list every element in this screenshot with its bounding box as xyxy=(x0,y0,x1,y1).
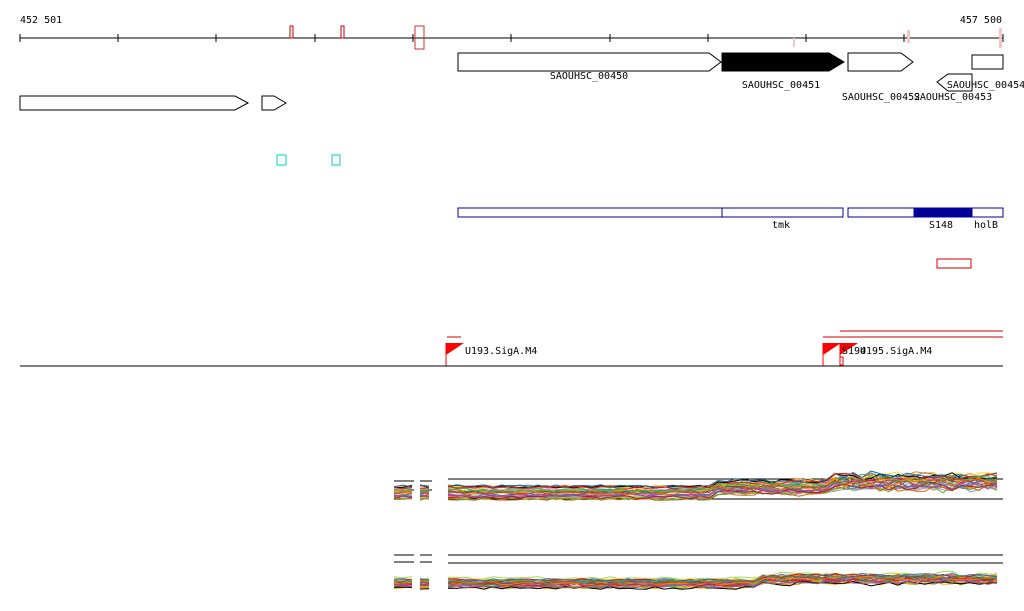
promoter-marker xyxy=(839,356,844,366)
ruler-marker[interactable] xyxy=(340,25,345,39)
expression-profiles-bottom xyxy=(393,570,998,590)
expression-profile-line xyxy=(393,581,413,585)
gene-label-SAOUHSC_00450: SAOUHSC_00450 xyxy=(550,71,628,82)
gene-arrow-SAOUHSC_00450[interactable] xyxy=(457,52,722,72)
promoter-label-S194: S194 xyxy=(842,346,866,357)
expression-profile-line xyxy=(393,581,413,585)
expression-profile-line xyxy=(393,492,413,495)
expression-profile-line xyxy=(447,472,998,489)
feature-label-tmk: tmk xyxy=(772,220,790,231)
expression-profile-line xyxy=(419,497,430,500)
red-region-marker[interactable] xyxy=(936,258,972,269)
promoter-flag xyxy=(840,343,858,355)
expression-profile-line xyxy=(393,491,413,494)
gene-arrow-left-1[interactable] xyxy=(19,95,250,111)
promoter-flag xyxy=(446,343,464,355)
expression-profile-line xyxy=(447,480,998,498)
expression-profile-line xyxy=(447,580,998,590)
ruler-ticks xyxy=(19,34,1004,42)
expression-profile-line xyxy=(419,578,430,581)
ruler-marker xyxy=(907,30,910,43)
feature-bar-tmk[interactable] xyxy=(721,207,844,218)
promoter-flag xyxy=(823,343,841,355)
expression-profile-line xyxy=(447,470,998,489)
cyan-marker[interactable] xyxy=(276,154,287,166)
expression-profile-line xyxy=(419,489,430,491)
expression-profile-line xyxy=(393,584,413,588)
ruler-marker xyxy=(999,28,1002,48)
ruler-marker[interactable] xyxy=(414,25,425,50)
promoter-label-U195: U195.SigA.M4 xyxy=(860,346,932,357)
cyan-markers xyxy=(276,154,341,166)
gene-label-SAOUHSC_00454: SAOUHSC_00454 xyxy=(947,80,1024,91)
feature-track: tmk S148 holB xyxy=(457,207,1004,231)
gene-label-SAOUHSC_00452: SAOUHSC_00452 xyxy=(842,92,920,103)
ruler-start-label: 452 501 xyxy=(20,15,62,26)
expression-profile-line xyxy=(447,482,998,500)
expression-profile-line xyxy=(447,570,998,580)
expression-profile-line xyxy=(447,575,998,586)
feature-bar-S148[interactable] xyxy=(913,207,973,218)
expression-profile-line xyxy=(447,575,998,585)
gene-label-SAOUHSC_00451: SAOUHSC_00451 xyxy=(742,80,820,91)
gene-arrow-SAOUHSC_00453[interactable] xyxy=(936,73,973,92)
gene-arrow-SAOUHSC_00454[interactable] xyxy=(971,54,1004,70)
promoter-label-U193: U193.SigA.M4 xyxy=(465,346,537,357)
promoter-flag-U195[interactable] xyxy=(839,343,858,366)
expression-profile-line xyxy=(447,474,998,492)
feature-label-holB: holB xyxy=(974,220,998,231)
expression-profile-line xyxy=(419,484,430,488)
ruler-marker xyxy=(793,38,795,47)
expression-profile-line xyxy=(447,579,998,589)
expression-profile-line xyxy=(393,484,413,488)
expression-profile-line xyxy=(393,494,413,498)
feature-bar[interactable] xyxy=(457,207,723,218)
promoter-flag-U193[interactable] xyxy=(445,343,464,366)
expression-profile-line xyxy=(419,581,430,584)
expression-profile-line xyxy=(393,489,413,491)
gene-arrow-SAOUHSC_00452[interactable] xyxy=(847,52,914,72)
expression-profile-line xyxy=(447,483,998,501)
expression-panel-top xyxy=(393,470,1003,501)
gene-track: SAOUHSC_00450 SAOUHSC_00451 SAOUHSC_0045… xyxy=(19,52,1024,111)
expression-profile-line xyxy=(393,579,413,583)
gene-label-SAOUHSC_00453: SAOUHSC_00453 xyxy=(914,92,992,103)
expression-profiles-top xyxy=(393,470,998,501)
feature-bar[interactable] xyxy=(847,207,915,218)
ruler-end-label: 457 500 xyxy=(960,15,1002,26)
expression-profile-line xyxy=(393,497,413,500)
expression-panel-bottom xyxy=(393,554,1003,590)
feature-label-S148: S148 xyxy=(929,220,953,231)
ruler-marker[interactable] xyxy=(289,25,294,39)
expression-profile-line xyxy=(393,487,413,490)
gene-arrow-left-2[interactable] xyxy=(261,95,287,111)
expression-profile-line xyxy=(447,477,998,495)
cyan-marker[interactable] xyxy=(331,154,341,166)
feature-bar-holB[interactable] xyxy=(971,207,1004,218)
ruler-markers xyxy=(289,25,1002,50)
gene-arrow-SAOUHSC_00451[interactable] xyxy=(721,52,845,72)
expression-profile-line xyxy=(393,576,413,579)
promoter-track: U193.SigA.M4 S194 U195.SigA.M4 xyxy=(20,330,1003,367)
coordinate-ruler: 452 501 457 500 xyxy=(19,15,1004,42)
expression-profile-line xyxy=(447,477,998,496)
expression-profile-line xyxy=(447,576,998,587)
expression-profile-line xyxy=(419,584,430,587)
expression-profile-line xyxy=(419,585,430,588)
promoter-flag-S194[interactable] xyxy=(822,343,841,366)
expression-profile-line xyxy=(419,495,430,497)
